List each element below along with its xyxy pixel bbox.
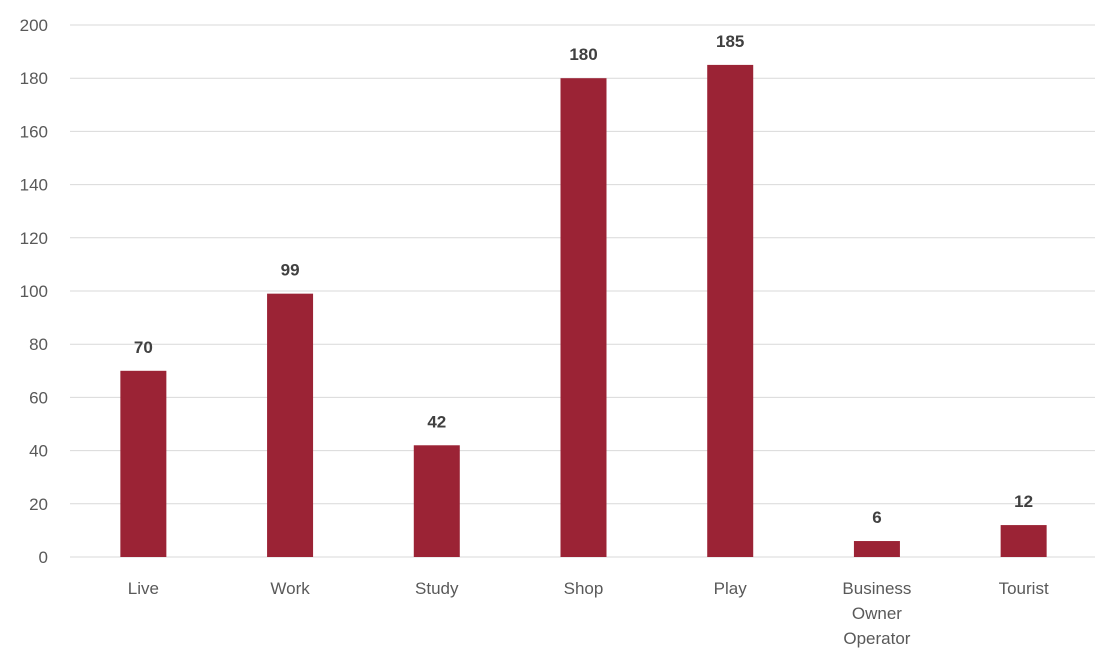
category-label: Live [128, 579, 159, 598]
y-tick-label: 100 [20, 282, 48, 301]
data-label: 42 [427, 412, 446, 431]
bar [560, 78, 607, 557]
bar [853, 541, 900, 557]
y-tick-label: 40 [29, 442, 48, 461]
y-tick-label: 20 [29, 495, 48, 514]
x-axis-category-labels: Live Work Study Shop Play Business Owner Operat… [128, 579, 1049, 648]
bar [120, 370, 167, 557]
data-label: 12 [1014, 492, 1033, 511]
category-label: Shop [564, 579, 604, 598]
bars [120, 64, 1047, 558]
y-tick-label: 200 [20, 16, 48, 35]
bar [267, 293, 314, 557]
y-tick-label: 120 [20, 229, 48, 248]
y-axis-tick-labels: 0 20 40 60 80 100 120 140 160 180 200 [20, 16, 48, 567]
y-tick-label: 180 [20, 69, 48, 88]
y-tick-label: 160 [20, 122, 48, 141]
data-label: 99 [281, 261, 300, 280]
data-label: 6 [872, 508, 881, 527]
data-labels: 70 99 42 180 185 6 12 [134, 32, 1033, 527]
category-label: Business [842, 579, 911, 598]
category-label: Work [270, 579, 310, 598]
category-label: Operator [843, 629, 910, 648]
data-label: 70 [134, 338, 153, 357]
y-tick-label: 0 [39, 548, 48, 567]
category-label: Owner [852, 604, 902, 623]
category-label: Tourist [999, 579, 1049, 598]
category-label: Study [415, 579, 459, 598]
data-label: 180 [569, 45, 597, 64]
y-tick-label: 80 [29, 335, 48, 354]
bar [413, 445, 460, 557]
bar [707, 64, 754, 558]
y-tick-label: 140 [20, 176, 48, 195]
bar [1000, 525, 1047, 557]
y-tick-label: 60 [29, 388, 48, 407]
data-label: 185 [716, 32, 744, 51]
category-label: Play [714, 579, 748, 598]
